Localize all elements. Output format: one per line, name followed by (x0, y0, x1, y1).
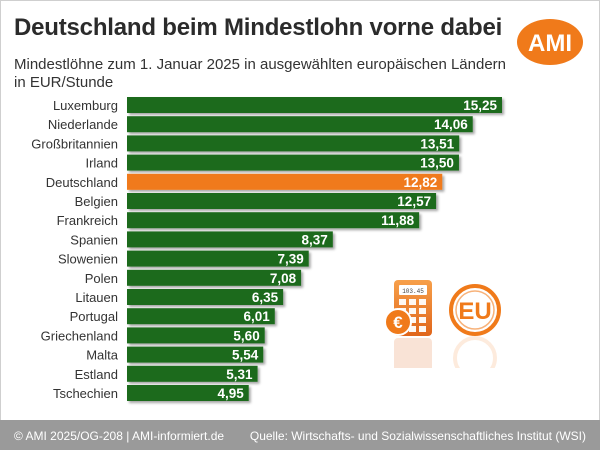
bar (127, 154, 459, 171)
bar-chart: Luxemburg 15,25 Niederlande 14,06 Großbritan… (31, 97, 502, 401)
category-label: Slowenien (58, 252, 118, 267)
bar (127, 365, 258, 382)
eu-label: EU (458, 298, 491, 325)
category-label: Frankreich (57, 213, 118, 228)
category-label: Portugal (70, 309, 119, 324)
value-label: 4,95 (217, 386, 244, 401)
footer-copyright: © AMI 2025/OG-208 | AMI-informiert.de (14, 429, 225, 443)
value-label: 12,82 (403, 175, 437, 190)
value-label: 11,88 (381, 213, 415, 228)
category-label: Irland (85, 156, 118, 171)
eu-badge-icon: EU (449, 284, 501, 368)
value-label: 13,50 (420, 156, 454, 171)
category-label: Polen (85, 271, 118, 286)
category-label: Malta (86, 348, 119, 363)
bar (127, 212, 420, 229)
chart-title: Deutschland beim Mindestlohn vorne dabei (14, 14, 503, 41)
bar (127, 116, 473, 133)
bar (127, 250, 309, 267)
calculator-display: 103.45 (402, 288, 424, 295)
value-label: 7,39 (277, 252, 303, 267)
chart-subtitle: Mindestlöhne zum 1. Januar 2025 in ausge… (14, 56, 507, 91)
bar (127, 346, 264, 363)
bar-highlight (127, 173, 443, 190)
category-label: Belgien (75, 194, 118, 209)
category-label: Niederlande (48, 117, 118, 132)
euro-coin-icon: € (384, 308, 412, 336)
category-label: Griechenland (41, 328, 118, 343)
value-label: 13,51 (420, 136, 454, 151)
category-label: Tschechien (53, 386, 118, 401)
value-label: 5,31 (226, 367, 253, 382)
category-label: Deutschland (46, 175, 118, 190)
bar (127, 97, 502, 113)
value-label: 5,60 (233, 328, 259, 343)
footer-source: Quelle: Wirtschafts- und Sozialwissensch… (249, 429, 586, 443)
category-label: Litauen (75, 290, 118, 305)
value-label: 6,35 (252, 290, 279, 305)
value-label: 15,25 (463, 98, 497, 113)
logo-ellipse (517, 19, 583, 65)
category-label: Großbritannien (31, 136, 118, 151)
value-label: 8,37 (302, 232, 328, 247)
ami-logo: AMI (517, 19, 583, 65)
bar (127, 269, 302, 286)
bar (127, 135, 460, 152)
value-label: 14,06 (434, 117, 468, 132)
bar (127, 385, 249, 401)
bar (127, 327, 265, 344)
category-label: Estland (75, 367, 118, 382)
category-label: Luxemburg (53, 98, 118, 113)
category-label: Spanien (70, 232, 118, 247)
decoration-icons: 103.45 € EU (384, 280, 501, 368)
value-label: 5,54 (232, 348, 259, 363)
footer-bar: © AMI 2025/OG-208 | AMI-informiert.de Qu… (0, 420, 600, 450)
bar (127, 193, 437, 209)
bar (127, 308, 275, 325)
bar (127, 289, 284, 305)
value-label: 6,01 (244, 309, 271, 324)
logo-text: AMI (528, 30, 572, 57)
value-label: 12,57 (397, 194, 431, 209)
euro-symbol: € (393, 313, 403, 332)
bar (127, 231, 333, 248)
value-label: 7,08 (270, 271, 297, 286)
